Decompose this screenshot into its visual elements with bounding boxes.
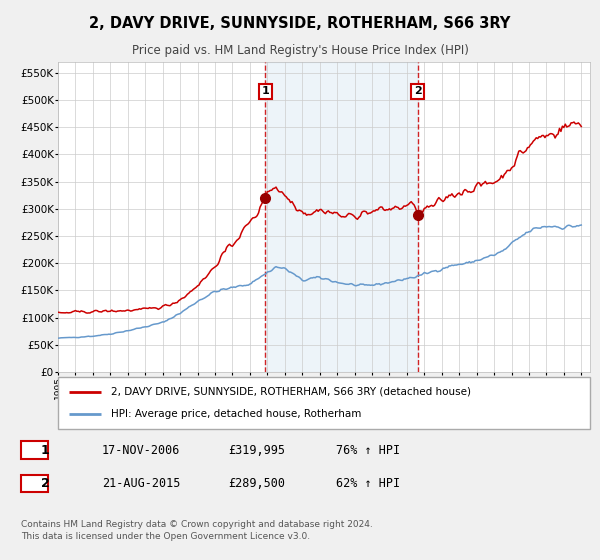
Text: Contains HM Land Registry data © Crown copyright and database right 2024.
This d: Contains HM Land Registry data © Crown c… (21, 520, 373, 541)
Text: 2: 2 (41, 477, 49, 490)
Text: 76% ↑ HPI: 76% ↑ HPI (336, 444, 400, 456)
Text: 17-NOV-2006: 17-NOV-2006 (102, 444, 181, 456)
Text: 62% ↑ HPI: 62% ↑ HPI (336, 477, 400, 490)
Bar (265, 62, 418, 372)
Text: 21-AUG-2015: 21-AUG-2015 (102, 477, 181, 490)
FancyBboxPatch shape (58, 377, 590, 429)
Text: 1: 1 (41, 444, 49, 456)
Text: 2, DAVY DRIVE, SUNNYSIDE, ROTHERHAM, S66 3RY (detached house): 2, DAVY DRIVE, SUNNYSIDE, ROTHERHAM, S66… (111, 386, 471, 396)
Text: 2, DAVY DRIVE, SUNNYSIDE, ROTHERHAM, S66 3RY: 2, DAVY DRIVE, SUNNYSIDE, ROTHERHAM, S66… (89, 16, 511, 30)
Text: 1: 1 (262, 86, 269, 96)
Text: HPI: Average price, detached house, Rotherham: HPI: Average price, detached house, Roth… (111, 409, 362, 419)
FancyBboxPatch shape (21, 441, 48, 459)
Text: £289,500: £289,500 (228, 477, 285, 490)
Text: 2: 2 (414, 86, 422, 96)
FancyBboxPatch shape (21, 475, 48, 492)
Text: £319,995: £319,995 (228, 444, 285, 456)
Text: Price paid vs. HM Land Registry's House Price Index (HPI): Price paid vs. HM Land Registry's House … (131, 44, 469, 57)
